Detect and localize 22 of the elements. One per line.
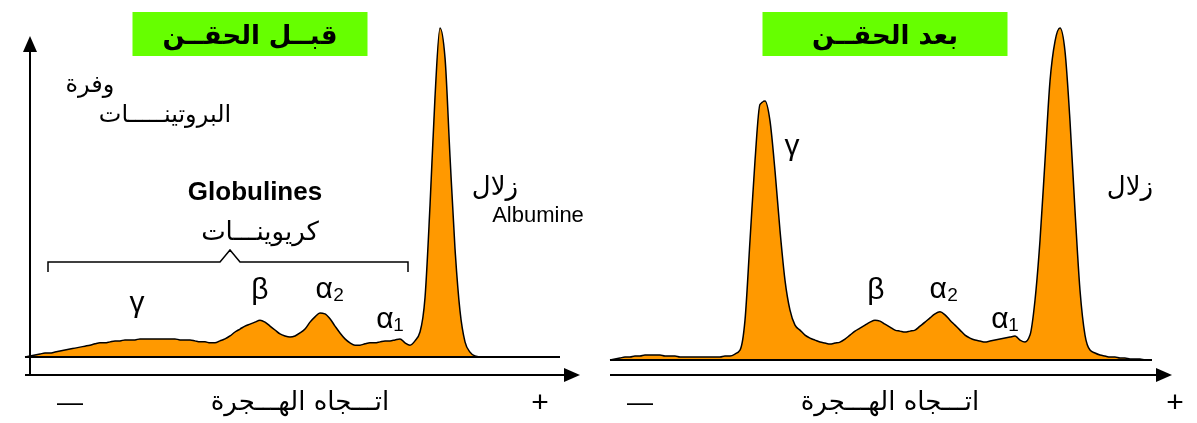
annotation: γ <box>784 128 800 161</box>
annotation: زلال <box>1106 171 1154 201</box>
annotation: β <box>867 272 885 305</box>
annotation: كريوينـــات <box>201 216 320 247</box>
annotation: α₂ <box>929 271 959 304</box>
annotation: α₁ <box>991 301 1019 334</box>
annotation: زلال <box>471 171 519 201</box>
text: — <box>57 387 83 417</box>
text: Albumine <box>492 202 584 227</box>
annotation: β <box>251 272 269 305</box>
annotation: γ <box>129 285 145 318</box>
x-axis-title: اتـــجاه الهـــجرة <box>210 386 390 417</box>
y-axis-title: وفرة البروتينـــــات <box>65 70 232 128</box>
chart-title: بعد الحقــن <box>812 20 958 51</box>
chart-title: قبــل الحقــن <box>162 20 338 51</box>
text: + <box>531 385 549 418</box>
annotation: α₁ <box>376 301 404 334</box>
text: — <box>627 387 653 417</box>
annotation: Globulines <box>187 176 323 206</box>
annotation: α₂ <box>315 271 345 304</box>
x-axis-title: اتـــجاه الهـــجرة <box>800 386 980 417</box>
text: + <box>1166 385 1184 418</box>
